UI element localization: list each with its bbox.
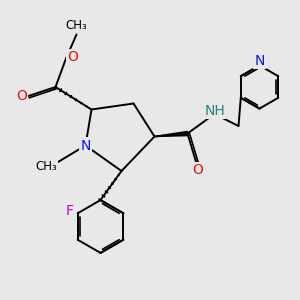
Text: N: N xyxy=(80,139,91,152)
Text: O: O xyxy=(16,89,27,103)
Text: CH₃: CH₃ xyxy=(66,19,87,32)
Text: CH₃: CH₃ xyxy=(36,160,57,173)
Text: NH: NH xyxy=(204,104,225,118)
Text: O: O xyxy=(193,163,203,177)
Polygon shape xyxy=(154,131,188,136)
Text: F: F xyxy=(65,204,73,218)
Text: N: N xyxy=(254,54,265,68)
Text: O: O xyxy=(67,50,78,64)
